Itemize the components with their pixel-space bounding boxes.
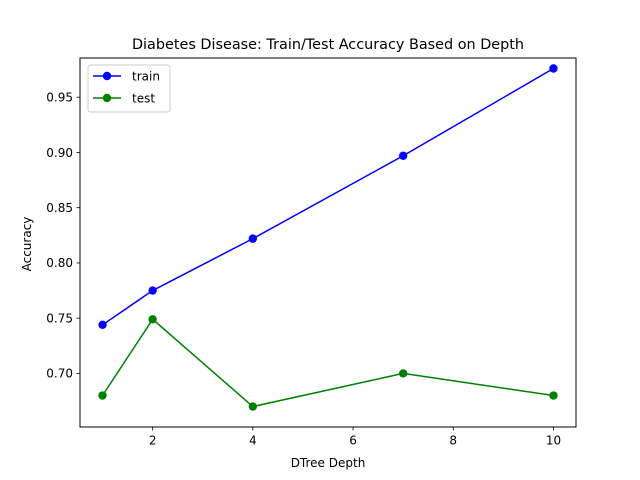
data-point-train [148, 286, 157, 295]
y-axis-ticks: 0.70 0.75 0.80 0.85 0.90 0.95 [46, 91, 80, 381]
data-point-test [549, 391, 558, 400]
y-tick-label: 0.70 [46, 367, 73, 381]
x-tick-label: 6 [349, 434, 357, 448]
y-tick-label: 0.80 [46, 256, 73, 270]
series-layer [98, 64, 558, 411]
x-axis-label: DTree Depth [291, 456, 366, 470]
x-axis-ticks: 2 4 6 8 10 [149, 427, 561, 448]
legend-marker-train [102, 71, 112, 81]
data-point-train [549, 64, 558, 73]
data-point-train [248, 234, 258, 243]
legend-label-train: train [132, 69, 160, 83]
data-point-train [398, 151, 408, 160]
data-point-test [98, 391, 107, 400]
legend: train test [87, 64, 171, 113]
x-tick-label: 8 [449, 434, 457, 448]
y-tick-label: 0.85 [46, 201, 73, 215]
x-tick-label: 10 [546, 434, 561, 448]
data-point-test [398, 369, 408, 378]
y-axis-label: Accuracy [20, 217, 34, 272]
y-tick-label: 0.90 [46, 146, 73, 160]
x-tick-label: 2 [149, 434, 157, 448]
x-tick-label: 4 [249, 434, 257, 448]
y-tick-label: 0.95 [46, 91, 73, 105]
data-point-test [248, 402, 258, 411]
legend-label-test: test [132, 91, 155, 105]
plot-frame [79, 57, 577, 428]
data-point-train [98, 320, 107, 330]
y-tick-label: 0.75 [46, 311, 73, 325]
chart-title: Diabetes Disease: Train/Test Accuracy Ba… [132, 37, 524, 53]
data-point-test [148, 315, 157, 324]
legend-marker-test [102, 93, 112, 103]
